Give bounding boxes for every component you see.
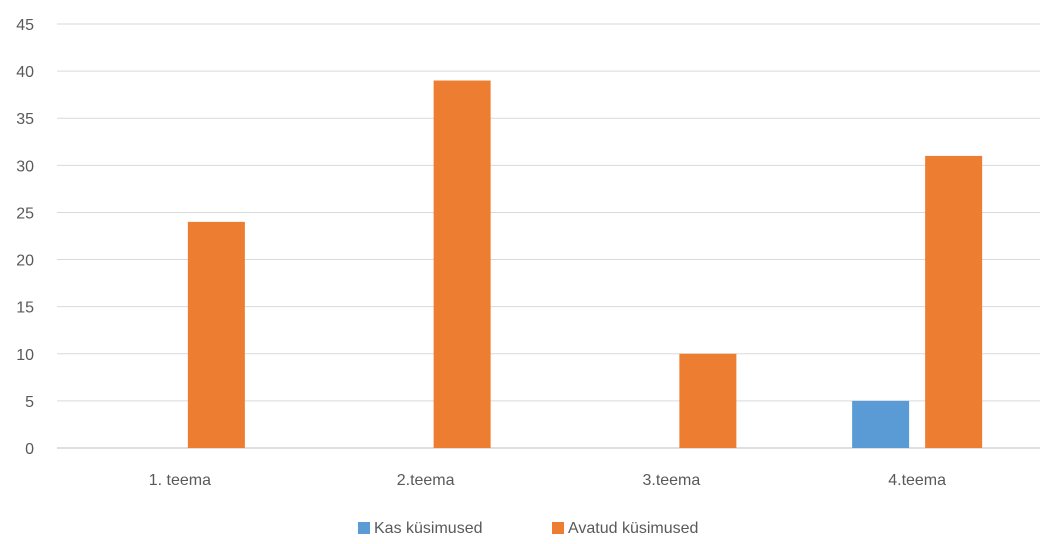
y-tick-label: 5	[25, 394, 34, 411]
legend-swatch	[358, 522, 370, 534]
y-tick-label: 25	[16, 205, 34, 222]
bars	[187, 80, 983, 449]
y-axis-ticks: 0 5 10 15 20 25 30 35 40 45	[16, 17, 34, 458]
y-tick-label: 10	[16, 347, 34, 364]
y-tick-label: 20	[16, 253, 34, 270]
bar-avatud-1	[187, 221, 245, 448]
x-tick-label: 2.teema	[397, 472, 455, 489]
y-tick-label: 40	[16, 64, 34, 81]
y-tick-label: 15	[16, 300, 34, 317]
y-tick-label: 0	[25, 441, 34, 458]
x-tick-label: 4.teema	[888, 472, 946, 489]
bar-avatud-4	[925, 155, 983, 448]
y-tick-label: 45	[16, 17, 34, 34]
x-tick-label: 1. teema	[149, 472, 211, 489]
x-tick-label: 3.teema	[642, 472, 700, 489]
bar-avatud-3	[679, 353, 737, 448]
legend-swatch	[552, 522, 564, 534]
y-tick-label: 35	[16, 111, 34, 128]
y-tick-label: 30	[16, 158, 34, 175]
legend: Kas küsimused Avatud küsimused	[358, 520, 698, 537]
x-axis-ticks: 1. teema 2.teema 3.teema 4.teema	[149, 472, 946, 489]
legend-label: Kas küsimused	[374, 520, 483, 537]
bar-kas-4	[852, 400, 910, 448]
legend-label: Avatud küsimused	[568, 520, 698, 537]
bar-avatud-2	[433, 80, 491, 449]
